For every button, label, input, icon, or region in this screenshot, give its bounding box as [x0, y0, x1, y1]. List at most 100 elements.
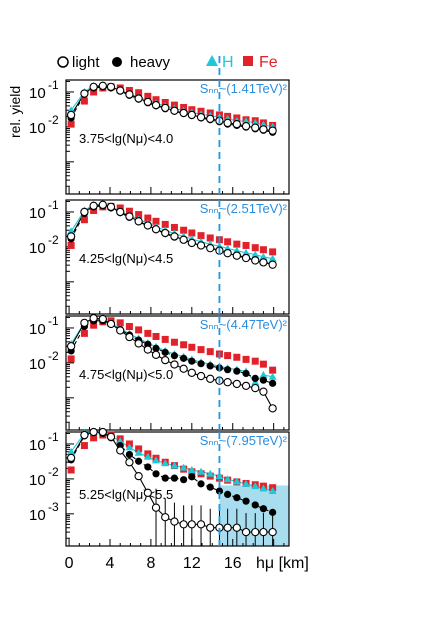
- point-light: [66, 110, 76, 120]
- point-fe: [90, 88, 98, 96]
- point-light: [251, 123, 260, 132]
- point-light: [179, 520, 188, 529]
- legend: light heavy H Fe: [57, 54, 278, 71]
- point-heavy: [188, 357, 196, 365]
- point-fe: [144, 214, 152, 222]
- point-light: [196, 520, 206, 529]
- point-light: [66, 453, 76, 463]
- point-h: [134, 448, 143, 456]
- point-fe: [161, 220, 169, 228]
- point-fe: [80, 97, 88, 105]
- point-light: [151, 100, 161, 110]
- point-fe: [188, 229, 196, 237]
- point-fe: [224, 352, 232, 360]
- y-tick-label: 10: [29, 437, 46, 454]
- point-light: [134, 339, 143, 348]
- point-light: [251, 256, 260, 265]
- point-heavy: [161, 474, 169, 482]
- point-light: [196, 113, 206, 122]
- point-light: [241, 527, 251, 537]
- point-fe: [135, 326, 143, 334]
- x-axis-label: hμ [km]: [256, 555, 309, 572]
- point-h: [206, 469, 215, 477]
- point-h: [268, 487, 277, 495]
- point-light: [187, 238, 196, 248]
- point-fe: [224, 238, 232, 246]
- point-heavy: [206, 483, 214, 491]
- point-h: [242, 248, 251, 256]
- point-heavy: [144, 463, 152, 471]
- energy-label: Sₙₙ~(2.51TeV)²: [200, 201, 288, 216]
- point-h: [268, 372, 277, 380]
- point-light: [89, 427, 98, 437]
- point-h: [259, 371, 268, 379]
- point-fe: [152, 332, 160, 340]
- legend-heavy-marker: [112, 57, 122, 67]
- point-heavy: [233, 494, 241, 502]
- y-tick-exponent: -2: [48, 233, 59, 247]
- point-light: [187, 368, 196, 377]
- point-light: [268, 404, 277, 413]
- point-fe: [152, 217, 160, 225]
- point-h: [197, 467, 206, 475]
- point-light: [134, 217, 143, 226]
- point-light: [80, 207, 89, 217]
- point-fe: [188, 343, 196, 351]
- point-h: [232, 246, 241, 254]
- y-tick-exponent: -2: [48, 113, 59, 127]
- point-light: [151, 225, 161, 234]
- point-heavy: [170, 474, 179, 482]
- point-h: [242, 117, 251, 125]
- point-fe: [116, 319, 124, 327]
- point-light: [151, 503, 161, 512]
- point-h: [187, 465, 196, 473]
- point-light: [98, 427, 107, 437]
- y-tick-label: 10: [29, 507, 46, 524]
- point-light: [187, 520, 196, 529]
- point-fe: [135, 89, 143, 97]
- point-fe: [251, 357, 259, 365]
- point-fe: [67, 355, 75, 363]
- point-light: [170, 517, 179, 526]
- point-heavy: [259, 376, 268, 384]
- point-h: [223, 475, 232, 483]
- point-light: [116, 326, 125, 335]
- y-tick-exponent: -2: [48, 349, 59, 363]
- energy-label: Sₙₙ~(1.41TeV)²: [200, 81, 288, 96]
- y-tick-label: 10: [29, 240, 46, 257]
- point-light: [98, 314, 107, 324]
- point-light: [259, 258, 268, 267]
- point-light: [106, 432, 116, 441]
- point-light: [223, 523, 232, 532]
- point-heavy: [269, 508, 277, 516]
- point-light: [241, 381, 251, 391]
- point-h: [232, 477, 241, 485]
- bin-label: 3.75<lg(Nμ)<4.0: [79, 131, 173, 146]
- point-heavy: [152, 470, 160, 478]
- point-heavy: [180, 476, 188, 484]
- point-light: [206, 523, 215, 532]
- point-light: [134, 471, 143, 481]
- point-heavy: [197, 480, 205, 488]
- point-light: [161, 355, 170, 365]
- point-light: [106, 202, 116, 212]
- point-heavy: [242, 369, 250, 378]
- point-light: [161, 228, 170, 238]
- point-heavy: [206, 362, 214, 370]
- point-heavy: [251, 374, 259, 382]
- point-h: [161, 459, 170, 467]
- point-light: [268, 260, 277, 269]
- point-light: [223, 118, 232, 128]
- x-tick-label: 4: [106, 555, 115, 572]
- x-tick-label: 0: [65, 555, 74, 572]
- point-h: [179, 463, 188, 471]
- point-heavy: [242, 497, 250, 505]
- point-light: [232, 523, 241, 532]
- point-light: [80, 89, 89, 98]
- point-light: [125, 212, 134, 221]
- point-h: [67, 227, 76, 235]
- point-fe: [90, 321, 98, 329]
- point-fe: [242, 355, 250, 363]
- point-light: [89, 82, 98, 92]
